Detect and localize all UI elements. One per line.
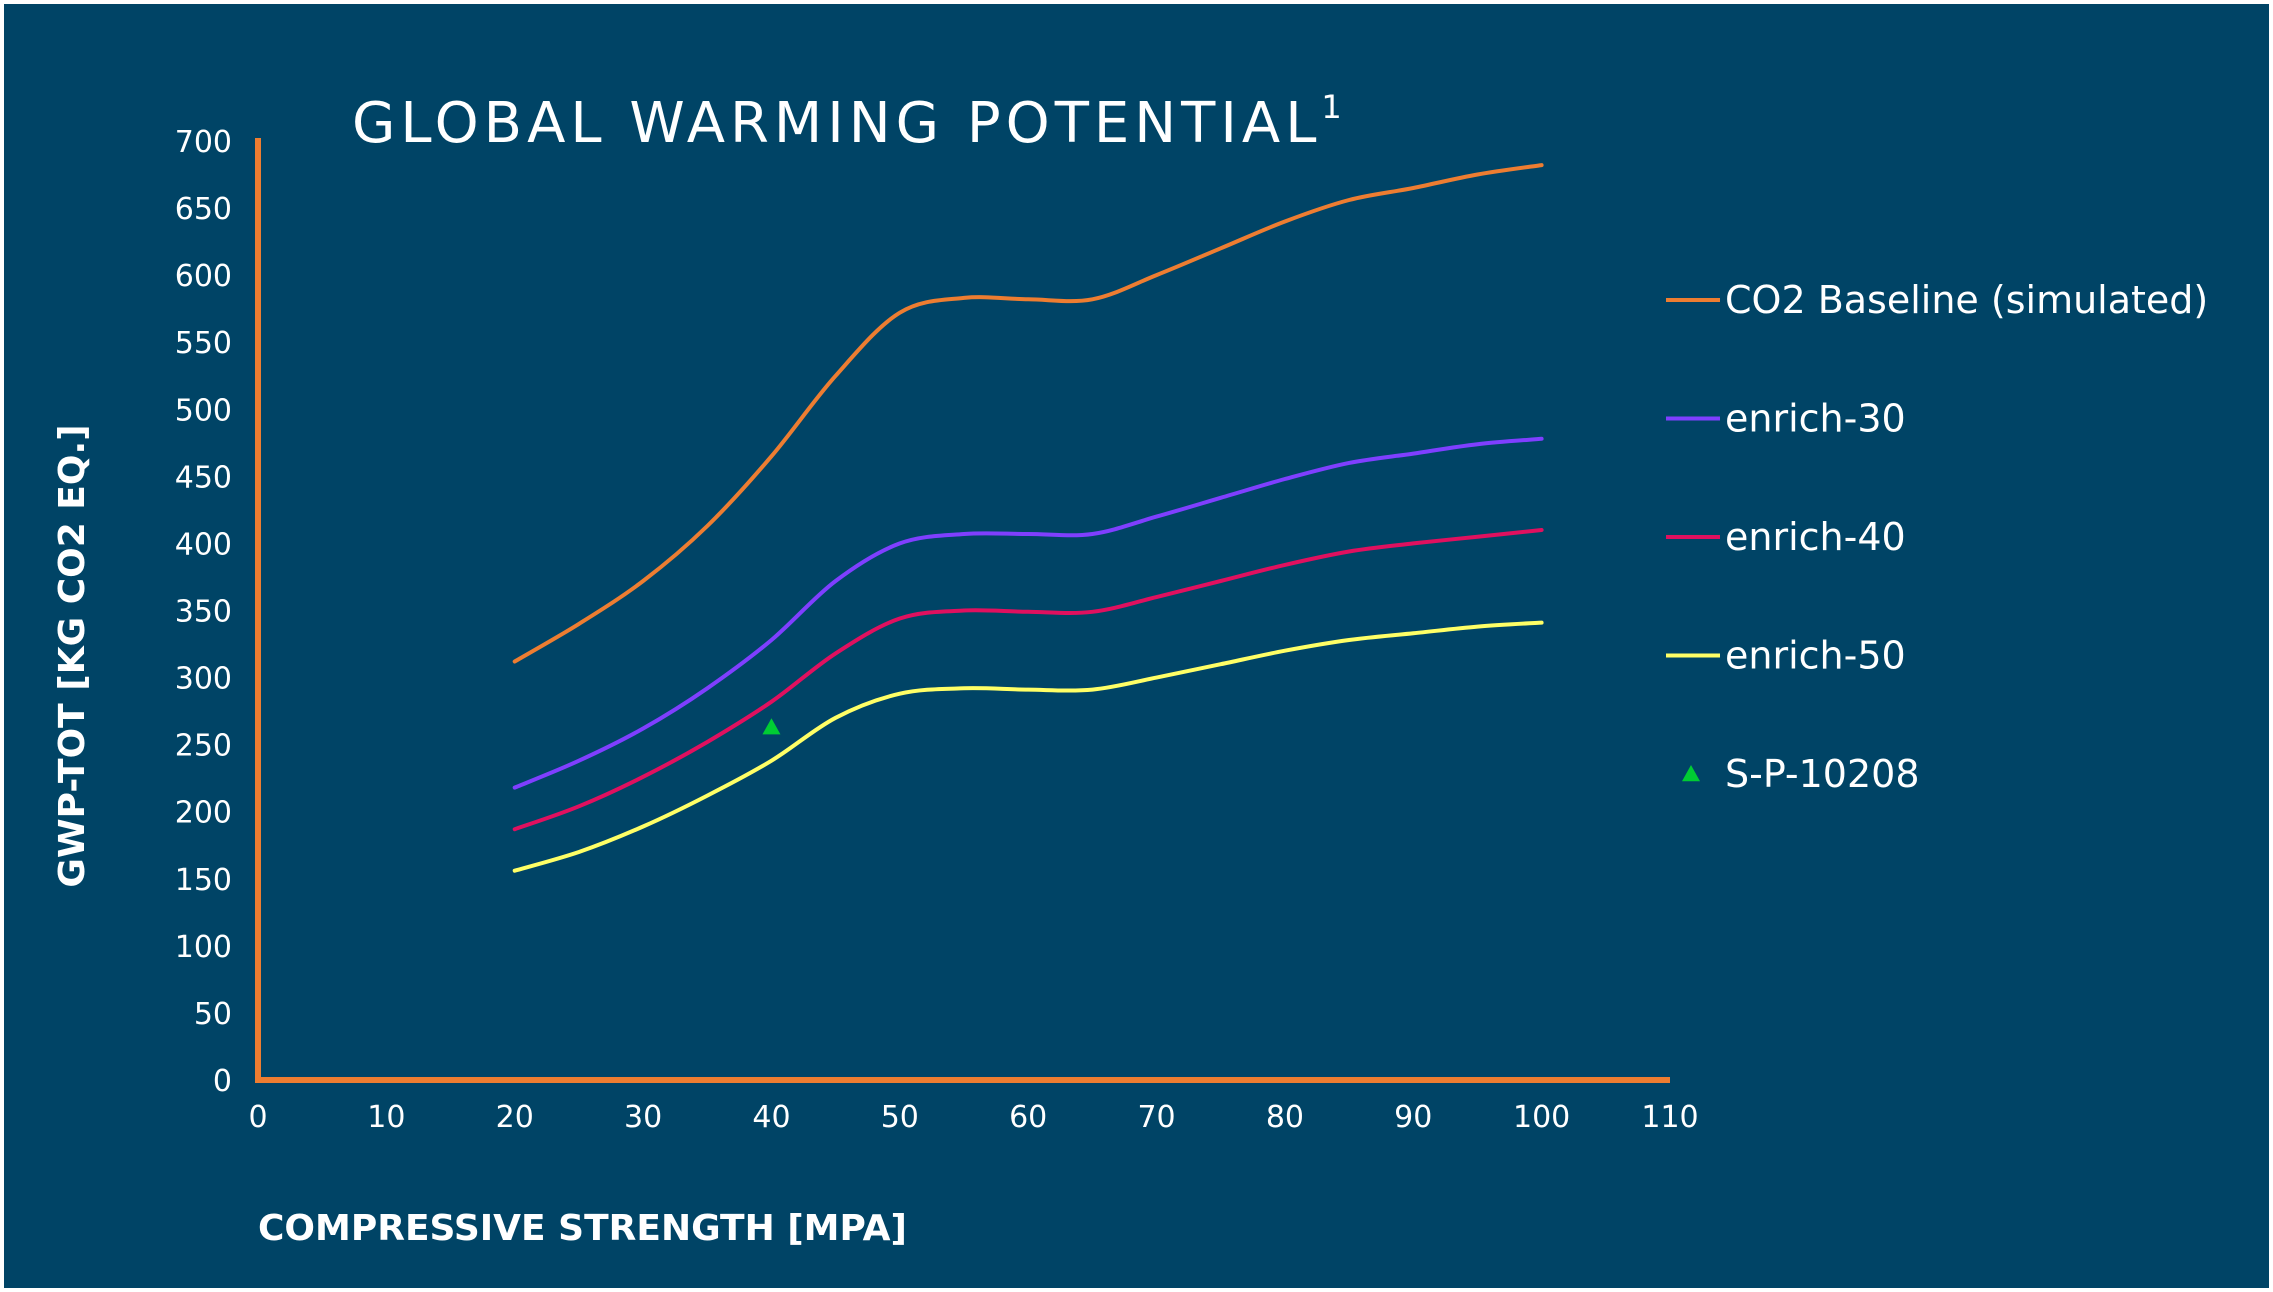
legend-swatch-s-p-10208 xyxy=(1682,765,1700,782)
y-axis-title: GWP-TOT [KG CO2 EQ.] xyxy=(52,424,93,887)
x-tick-label: 80 xyxy=(1266,1100,1304,1135)
x-tick-label: 0 xyxy=(248,1100,267,1135)
y-tick-label: 400 xyxy=(175,527,232,562)
x-tick-label: 70 xyxy=(1137,1100,1175,1135)
tick-labels: 0 10 20 30 40 50 60 70 80 90 100 110 0 50 100 150 200 250… xyxy=(175,125,1699,1135)
x-tick-label: 10 xyxy=(367,1100,405,1135)
legend-label-s-p-10208: S-P-10208 xyxy=(1725,752,1920,796)
legend-label-enrich-40: enrich-40 xyxy=(1725,515,1906,559)
gwp-line-chart: GLOBAL WARMING POTENTIAL1 0 10 20 30 40 50 60 7… xyxy=(52,88,2208,1249)
x-tick-label: 30 xyxy=(624,1100,662,1135)
y-tick-label: 500 xyxy=(175,393,232,428)
x-tick-label: 100 xyxy=(1513,1100,1570,1135)
series-point-s-p-10208 xyxy=(762,718,781,735)
legend: CO2 Baseline (simulated) enrich-30 enrich-… xyxy=(1666,278,2208,796)
series-line-co2-baseline-simulated xyxy=(512,163,1544,664)
x-tick-label: 110 xyxy=(1641,1100,1698,1135)
y-tick-label: 450 xyxy=(175,460,232,495)
x-tick-label: 50 xyxy=(881,1100,919,1135)
x-tick-label: 90 xyxy=(1394,1100,1432,1135)
y-tick-label: 550 xyxy=(175,326,232,361)
y-tick-label: 300 xyxy=(175,662,232,697)
y-tick-label: 650 xyxy=(175,192,232,227)
y-tick-label: 100 xyxy=(175,930,232,965)
chart-title: GLOBAL WARMING POTENTIAL1 xyxy=(352,88,1347,156)
series-line-enrich-50 xyxy=(512,620,1544,873)
axes xyxy=(255,138,1670,1083)
y-tick-label: 0 xyxy=(213,1064,232,1099)
x-tick-label: 20 xyxy=(496,1100,534,1135)
y-tick-label: 50 xyxy=(194,997,232,1032)
series-lines xyxy=(512,163,1544,873)
chart-title-text: GLOBAL WARMING POTENTIAL xyxy=(352,91,1321,156)
y-tick-label: 350 xyxy=(175,595,232,630)
y-tick-label: 250 xyxy=(175,729,232,764)
legend-label-co2-baseline-simulated: CO2 Baseline (simulated) xyxy=(1725,278,2208,322)
y-tick-label: 700 xyxy=(175,125,232,160)
series-line-enrich-40 xyxy=(512,528,1544,832)
y-tick-label: 150 xyxy=(175,863,232,898)
y-tick-label: 200 xyxy=(175,796,232,831)
chart-title-superscript: 1 xyxy=(1321,88,1346,126)
series-line-enrich-30 xyxy=(512,436,1544,790)
legend-label-enrich-50: enrich-50 xyxy=(1725,634,1906,678)
x-axis-title: COMPRESSIVE STRENGTH [MPA] xyxy=(258,1208,907,1249)
x-tick-label: 60 xyxy=(1009,1100,1047,1135)
x-tick-label: 40 xyxy=(752,1100,790,1135)
legend-label-enrich-30: enrich-30 xyxy=(1725,397,1906,441)
slide-background: GLOBAL WARMING POTENTIAL1 0 10 20 30 40 50 60 7… xyxy=(4,4,2269,1288)
y-tick-label: 600 xyxy=(175,259,232,294)
